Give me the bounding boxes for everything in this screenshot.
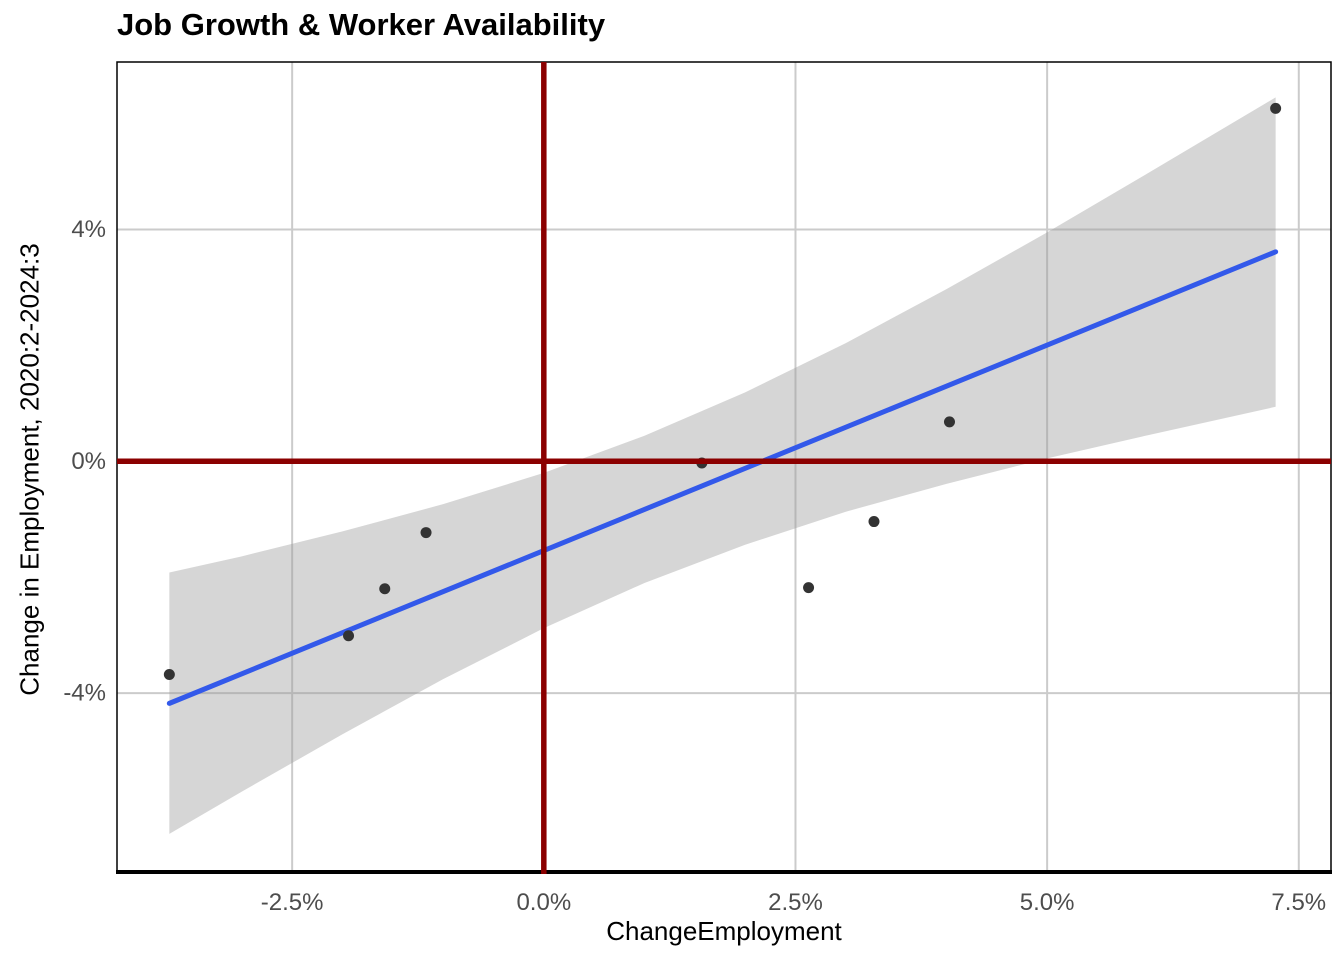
y-tick-label: 4% — [71, 216, 106, 243]
data-point — [803, 582, 815, 594]
x-tick-label: 5.0% — [1020, 889, 1075, 916]
x-tick-label: -2.5% — [261, 889, 324, 916]
y-tick-label: -4% — [63, 680, 106, 707]
data-point — [420, 527, 432, 539]
data-point — [943, 416, 955, 428]
trend-line — [166, 249, 1279, 706]
data-point — [379, 583, 391, 595]
x-tick-label: 0.0% — [516, 889, 571, 916]
x-axis-title: ChangeEmployment — [606, 916, 842, 946]
x-tick-label: 7.5% — [1271, 889, 1326, 916]
chart-title: Job Growth & Worker Availability — [117, 7, 606, 42]
data-point — [343, 630, 355, 642]
data-point — [1270, 102, 1282, 114]
y-tick-label: 0% — [71, 448, 106, 475]
panel-background — [117, 62, 1331, 871]
confidence-band — [169, 97, 1276, 834]
data-point — [163, 669, 175, 681]
x-tick-label: 2.5% — [768, 889, 823, 916]
data-point — [868, 516, 880, 528]
